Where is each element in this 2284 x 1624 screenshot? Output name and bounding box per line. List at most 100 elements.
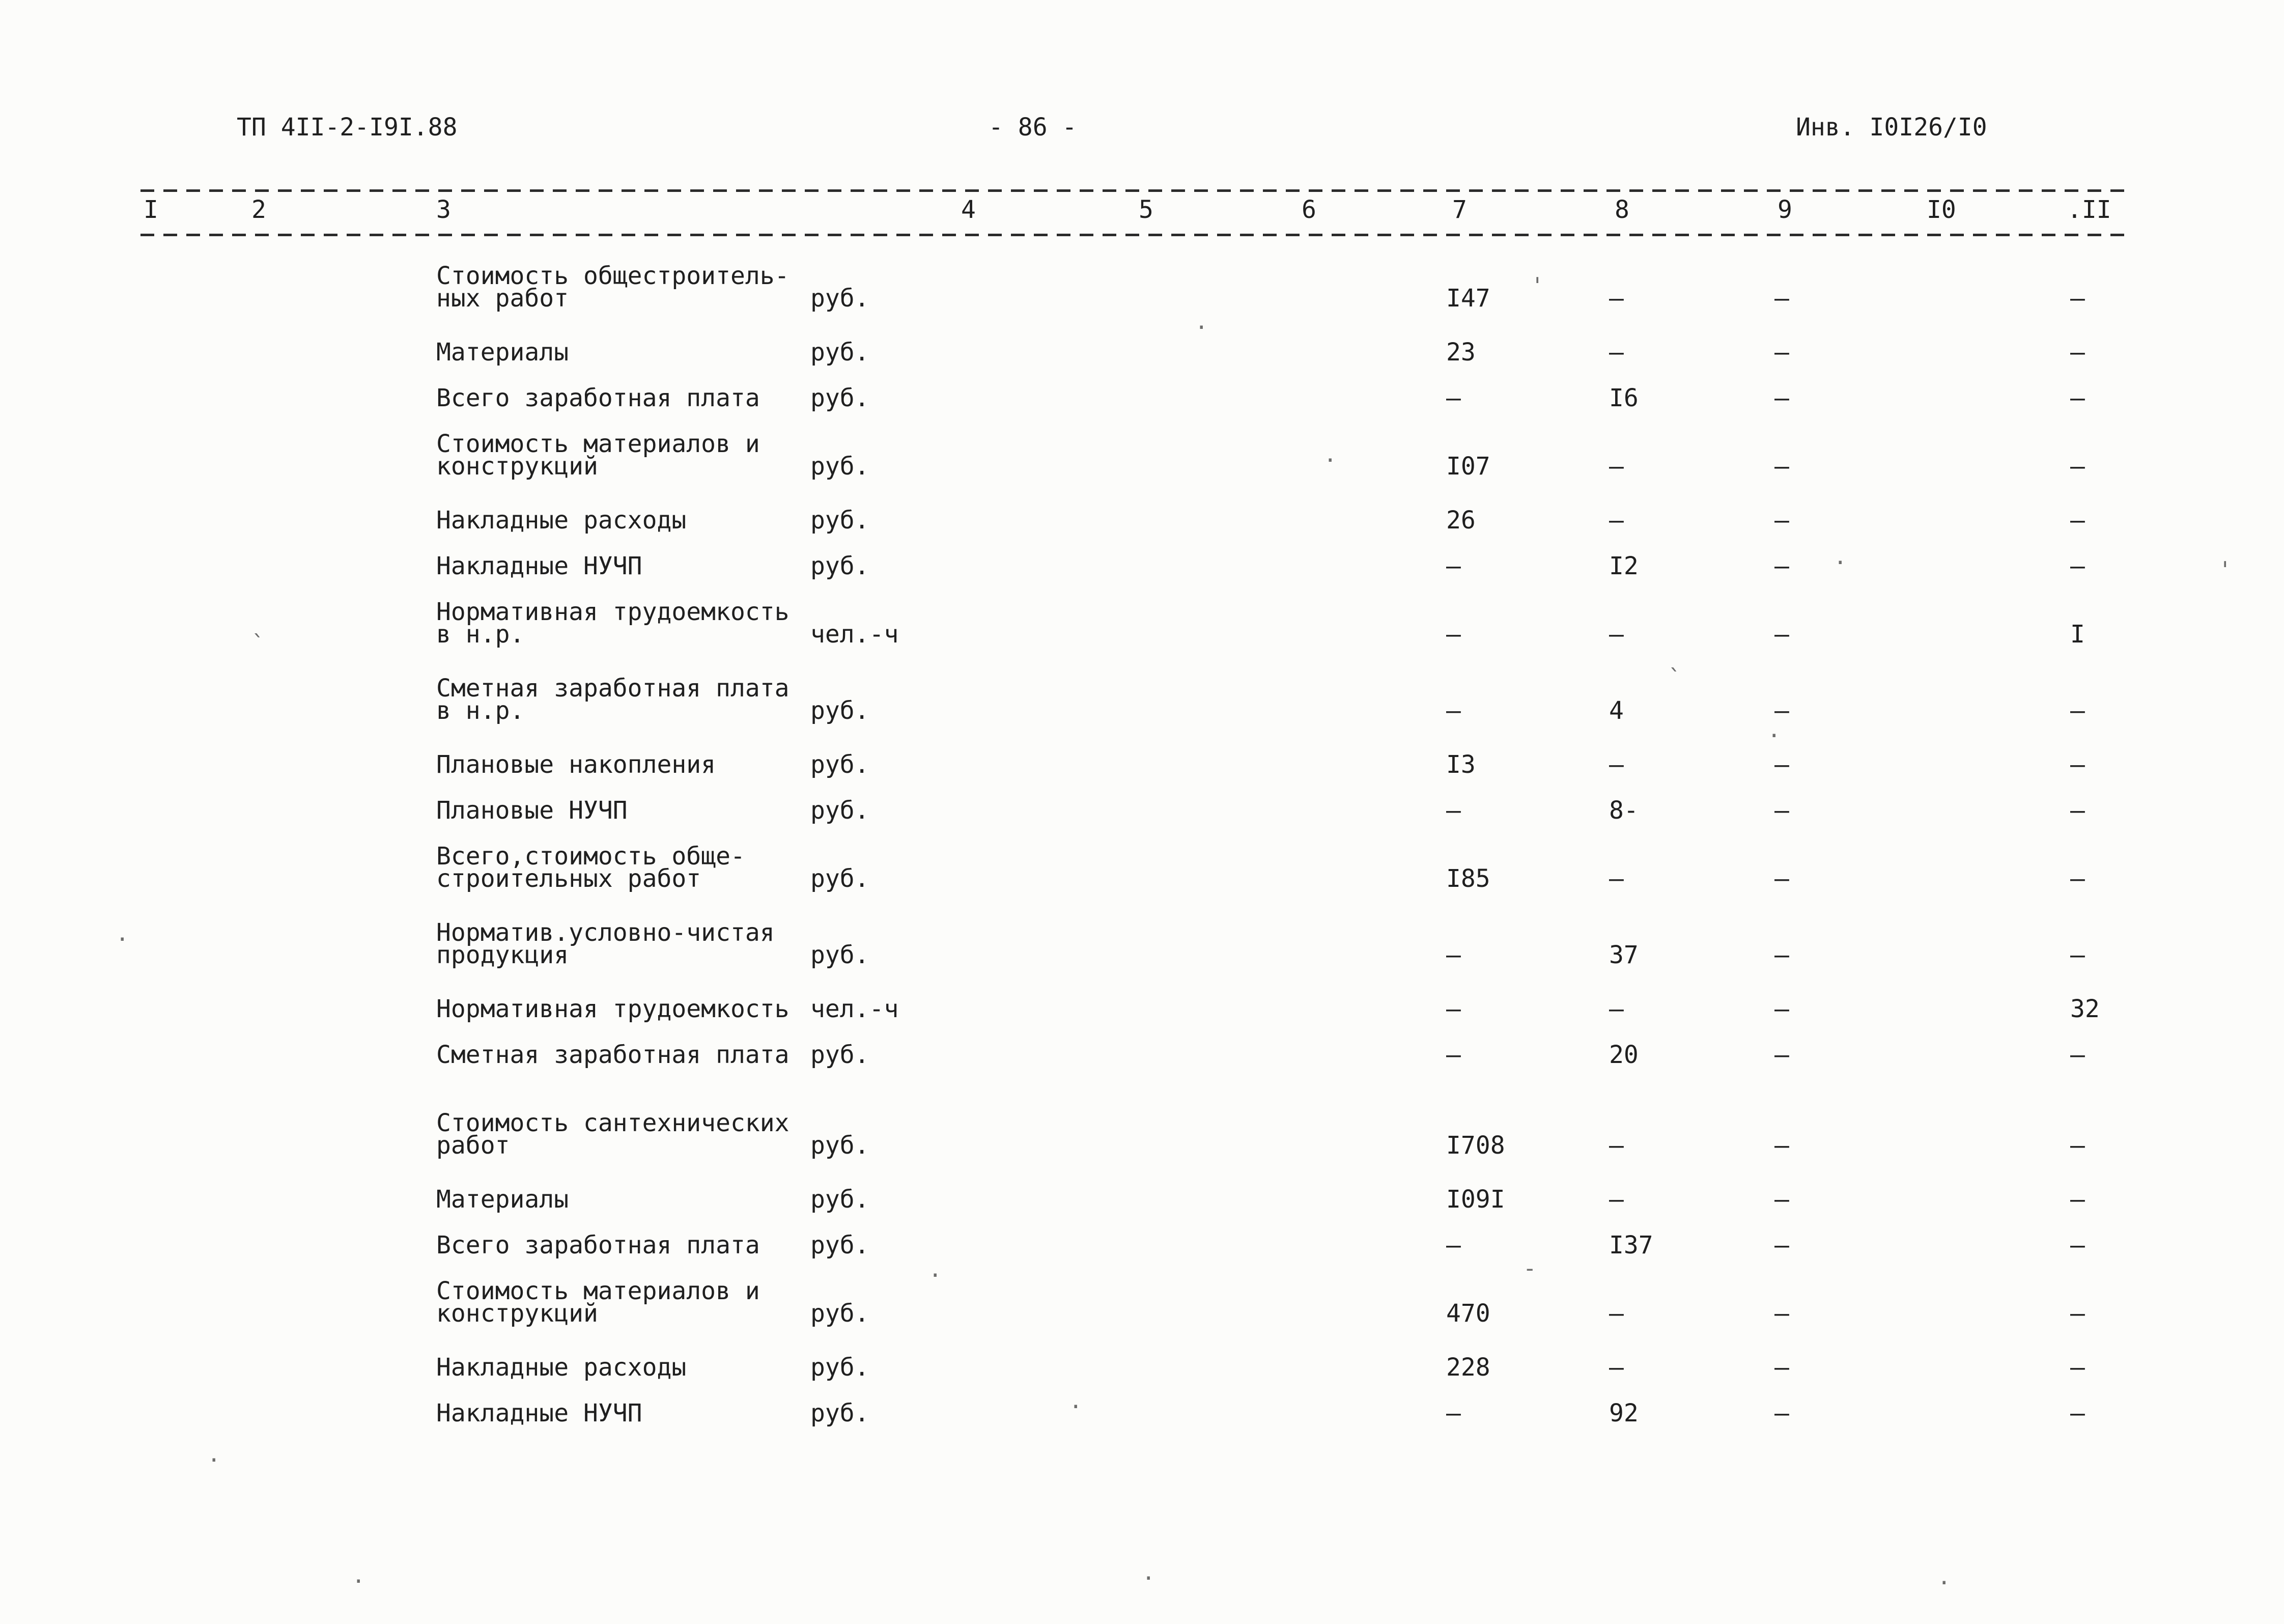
col8-cell: 37 (1609, 941, 1639, 969)
scan-speck: ` (251, 631, 265, 657)
col9-cell: – (1774, 552, 1789, 580)
col8-cell: I2 (1609, 552, 1639, 580)
scan-speck: · (1834, 550, 1847, 576)
dashed-rule-bottom (140, 234, 2133, 236)
col8-cell: 8- (1609, 796, 1639, 825)
col7-cell: I3 (1446, 750, 1476, 779)
table-row: Нормативная трудоемкость чел.-ч – – – 32 (436, 995, 2248, 1023)
row-label: Нормативная трудоемкость в н.р. (436, 598, 789, 649)
column-number: 4 (961, 195, 976, 224)
column-number: 3 (436, 195, 451, 224)
page-header: ТП 4II-2-I9I.88 - 86 - Инв. I0I26/I0 (0, 113, 2284, 147)
scan-speck: ` (1668, 665, 1682, 691)
unit-cell: чел.-ч (810, 620, 899, 649)
scan-speck: - (1523, 1255, 1537, 1281)
table-row: Норматив.условно-чистая продукция руб. – 37… (436, 920, 2248, 969)
table-row: Всего заработная плата руб. – I6 – – (436, 384, 2248, 412)
table-row: Стоимость общестроитель- ных работ руб. I4… (436, 264, 2248, 311)
col8-cell: – (1609, 1131, 1624, 1160)
col9-cell: – (1774, 1131, 1789, 1160)
col7-cell: – (1446, 995, 1461, 1023)
table-row: Сметная заработная плата руб. – 20 – – (436, 1041, 2248, 1069)
col7-cell: – (1446, 1399, 1461, 1427)
col11-cell: – (2070, 1185, 2085, 1214)
column-number: .II (2067, 195, 2111, 224)
col7-cell: I09I (1446, 1185, 1505, 1214)
col11-cell: – (2070, 384, 2085, 412)
row-label: Накладные НУЧП (436, 1399, 642, 1427)
table-row: Материалы руб. 23 – – – (436, 338, 2248, 367)
table-row: Накладные НУЧП руб. – I2 – – (436, 552, 2248, 580)
unit-cell: руб. (810, 552, 869, 580)
col9-cell: – (1774, 750, 1789, 779)
unit-cell: руб. (810, 750, 869, 779)
dashed-rule-top (140, 189, 2133, 192)
col8-cell: I37 (1609, 1231, 1653, 1259)
scan-speck: · (352, 1569, 365, 1594)
unit-cell: руб. (810, 864, 869, 893)
unit-cell: руб. (810, 1185, 869, 1214)
row-label: Стоимость материалов и конструкций (436, 1277, 760, 1328)
col9-cell: – (1774, 384, 1789, 412)
col11-cell: – (2070, 1131, 2085, 1160)
table-row: Накладные НУЧП руб. – 92 – – (436, 1399, 2248, 1427)
unit-cell: чел.-ч (810, 995, 899, 1023)
row-label: Материалы (436, 338, 569, 367)
row-label: Сметная заработная плата (436, 1041, 789, 1069)
col11-cell: 32 (2070, 995, 2100, 1023)
col8-cell: I6 (1609, 384, 1639, 412)
table-body: Стоимость общестроитель- ных работ руб. I4… (436, 264, 2248, 1448)
col7-cell: – (1446, 384, 1461, 412)
unit-cell: руб. (810, 1353, 869, 1382)
col11-cell: – (2070, 1231, 2085, 1259)
col8-cell: 92 (1609, 1399, 1639, 1427)
col11-cell: – (2070, 552, 2085, 580)
col11-cell: – (2070, 1353, 2085, 1382)
column-number: 5 (1139, 195, 1153, 224)
col9-cell: – (1774, 1399, 1789, 1427)
unit-cell: руб. (810, 696, 869, 725)
col11-cell: – (2070, 750, 2085, 779)
col7-cell: 470 (1446, 1299, 1490, 1328)
col7-cell: I708 (1446, 1131, 1505, 1160)
col9-cell: – (1774, 1185, 1789, 1214)
col8-cell: – (1609, 750, 1624, 779)
column-number: 7 (1452, 195, 1467, 224)
doc-code: ТП 4II-2-I9I.88 (237, 113, 458, 142)
scan-speck: · (1142, 1565, 1155, 1591)
row-label: Материалы (436, 1185, 569, 1214)
row-label: Стоимость материалов и конструкций (436, 430, 760, 481)
unit-cell: руб. (810, 506, 869, 535)
table-row: Стоимость материалов и конструкций руб. I0… (436, 430, 2248, 481)
col9-cell: – (1774, 338, 1789, 367)
table-row: Плановые накопления руб. I3 – – – (436, 750, 2248, 779)
col11-cell: – (2070, 338, 2085, 367)
col7-cell: – (1446, 1041, 1461, 1069)
col9-cell: – (1774, 995, 1789, 1023)
scan-speck: ' (2218, 557, 2232, 583)
table-row: Накладные расходы руб. 26 – – – (436, 506, 2248, 535)
scan-speck: · (207, 1447, 221, 1473)
scan-speck: · (928, 1263, 942, 1289)
col11-cell: – (2070, 1299, 2085, 1328)
col8-cell: 20 (1609, 1041, 1639, 1069)
col8-cell: – (1609, 506, 1624, 535)
unit-cell: руб. (810, 1231, 869, 1259)
unit-cell: руб. (810, 796, 869, 825)
table-row: Материалы руб. I09I – – – (436, 1185, 2248, 1214)
unit-cell: руб. (810, 1041, 869, 1069)
table-row: Нормативная трудоемкость в н.р. чел.-ч – – –… (436, 598, 2248, 649)
column-number: I0 (1927, 195, 1956, 224)
col8-cell: 4 (1609, 696, 1624, 725)
col9-cell: – (1774, 864, 1789, 893)
column-number: I (144, 195, 158, 224)
row-label: Плановые накопления (436, 750, 716, 779)
col9-cell: – (1774, 1041, 1789, 1069)
col8-cell: – (1609, 452, 1624, 481)
col7-cell: – (1446, 696, 1461, 725)
col7-cell: 228 (1446, 1353, 1490, 1382)
col7-cell: – (1446, 1231, 1461, 1259)
unit-cell: руб. (810, 1399, 869, 1427)
table-row: Стоимость материалов и конструкций руб. 47… (436, 1277, 2248, 1328)
col7-cell: – (1446, 620, 1461, 649)
